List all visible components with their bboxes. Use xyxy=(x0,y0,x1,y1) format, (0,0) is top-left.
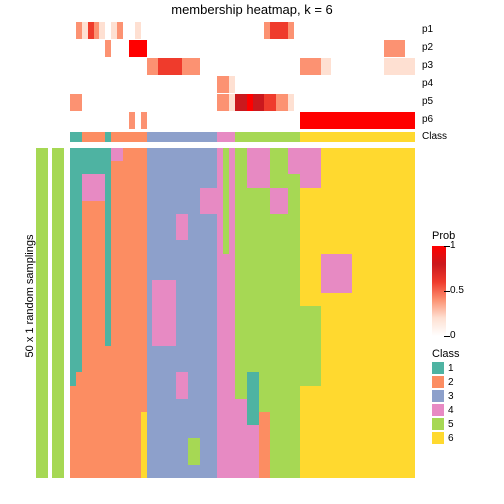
row-label-class: Class xyxy=(422,131,447,142)
class-legend-item-2: 2 xyxy=(432,376,460,388)
chart-title: membership heatmap, k = 6 xyxy=(0,2,504,17)
class-legend-item-4: 4 xyxy=(432,404,460,416)
class-legend-item-1: 1 xyxy=(432,362,460,374)
row-label-p6: p6 xyxy=(422,114,433,125)
class-legend-item-3: 3 xyxy=(432,390,460,402)
class-legend-item-5: 5 xyxy=(432,418,460,430)
swatch-icon xyxy=(432,418,444,430)
swatch-icon xyxy=(432,362,444,374)
row-label-p4: p4 xyxy=(422,78,433,89)
row-label-p1: p1 xyxy=(422,24,433,35)
row-label-p2: p2 xyxy=(422,42,433,53)
swatch-icon xyxy=(432,432,444,444)
swatch-icon xyxy=(432,404,444,416)
row-label-p5: p5 xyxy=(422,96,433,107)
ylabel-samplings: 50 x 1 random samplings xyxy=(24,206,36,386)
prob-legend: Prob10.50 xyxy=(432,230,455,336)
swatch-icon xyxy=(432,376,444,388)
class-legend-item-6: 6 xyxy=(432,432,460,444)
class-legend: Class 1 2 3 4 5 6 xyxy=(432,348,460,444)
class-legend-title: Class xyxy=(432,348,460,360)
row-label-p3: p3 xyxy=(422,60,433,71)
swatch-icon xyxy=(432,390,444,402)
